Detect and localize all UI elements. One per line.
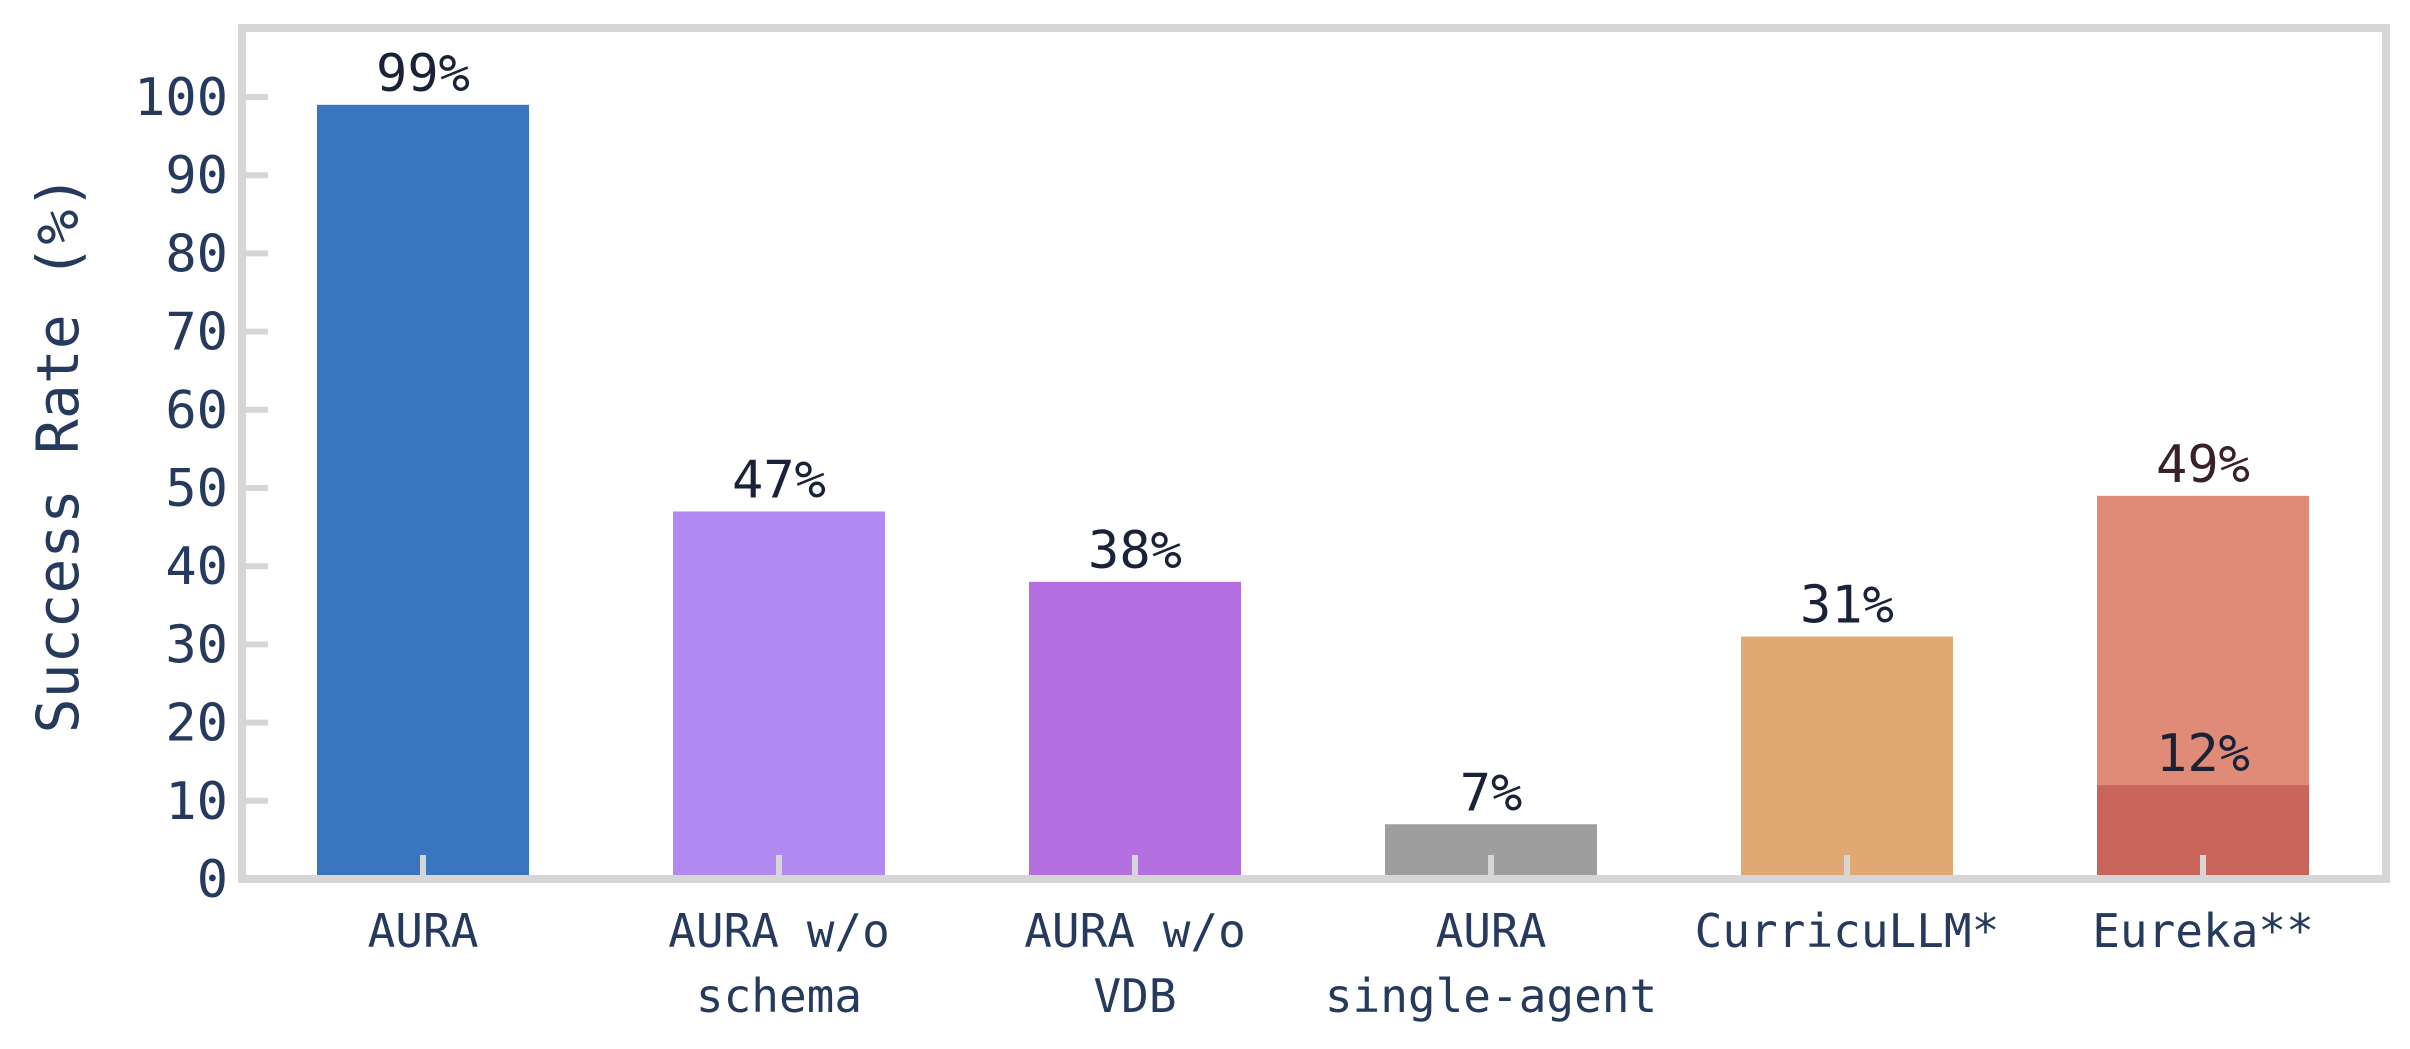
x-tick-label-line: VDB (1093, 969, 1176, 1023)
y-tick-label-20: 20 (165, 694, 228, 754)
value-label-2: 38% (1088, 521, 1182, 581)
x-tick-label-line: schema (696, 969, 862, 1023)
y-tick-label-60: 60 (165, 381, 228, 441)
x-tick-label-line: AURA w/o (668, 904, 890, 958)
x-tick-label-2: AURA w/o VDB (1024, 904, 1246, 1023)
inner-segment-label-5: 12% (2156, 724, 2250, 784)
bar-2 (1029, 581, 1241, 879)
bar-0 (317, 104, 529, 879)
x-tick-label-line: single-agent (1325, 969, 1657, 1023)
bars-layer (317, 104, 2309, 879)
bar-1 (673, 511, 885, 879)
x-tick-label-1: AURA w/o schema (668, 904, 890, 1023)
y-tick-label-10: 10 (165, 772, 228, 832)
x-tick-label-line: Eureka** (2092, 904, 2314, 958)
y-tick-label-70: 70 (165, 303, 228, 363)
y-tick-label-30: 30 (165, 615, 228, 675)
y-tick-label-90: 90 (165, 146, 228, 206)
y-tick-label-0: 0 (197, 850, 228, 910)
y-axis-label: Success Rate (%) (24, 175, 92, 734)
y-tick-label-50: 50 (165, 459, 228, 519)
value-label-5: 49% (2156, 435, 2250, 495)
value-label-3: 7% (1460, 763, 1523, 823)
x-tick-label-5: Eureka** (2092, 904, 2314, 958)
x-tick-label-line: CurricuLLM* (1695, 904, 2000, 958)
value-label-0: 99% (376, 44, 470, 104)
x-tick-label-line: AURA (1436, 904, 1547, 958)
ticks-layer (242, 94, 2206, 882)
y-tick-label-40: 40 (165, 537, 228, 597)
labels-layer: 0 10 20 30 40 50 60 70 80 90 100 AURA AURA w/o schema… (134, 44, 2314, 1023)
y-tick-label-100: 100 (134, 68, 228, 128)
bar-4 (1741, 636, 1953, 879)
value-label-4: 31% (1800, 576, 1894, 636)
x-tick-label-3: AURA single-agent (1325, 904, 1657, 1023)
x-tick-label-line: AURA w/o (1024, 904, 1246, 958)
y-tick-label-80: 80 (165, 224, 228, 284)
value-label-1: 47% (732, 450, 826, 510)
x-tick-label-4: CurricuLLM* (1695, 904, 2000, 958)
x-tick-label-0: AURA (368, 904, 479, 958)
plot-frame (238, 24, 2390, 883)
x-tick-label-line: AURA (368, 904, 479, 958)
